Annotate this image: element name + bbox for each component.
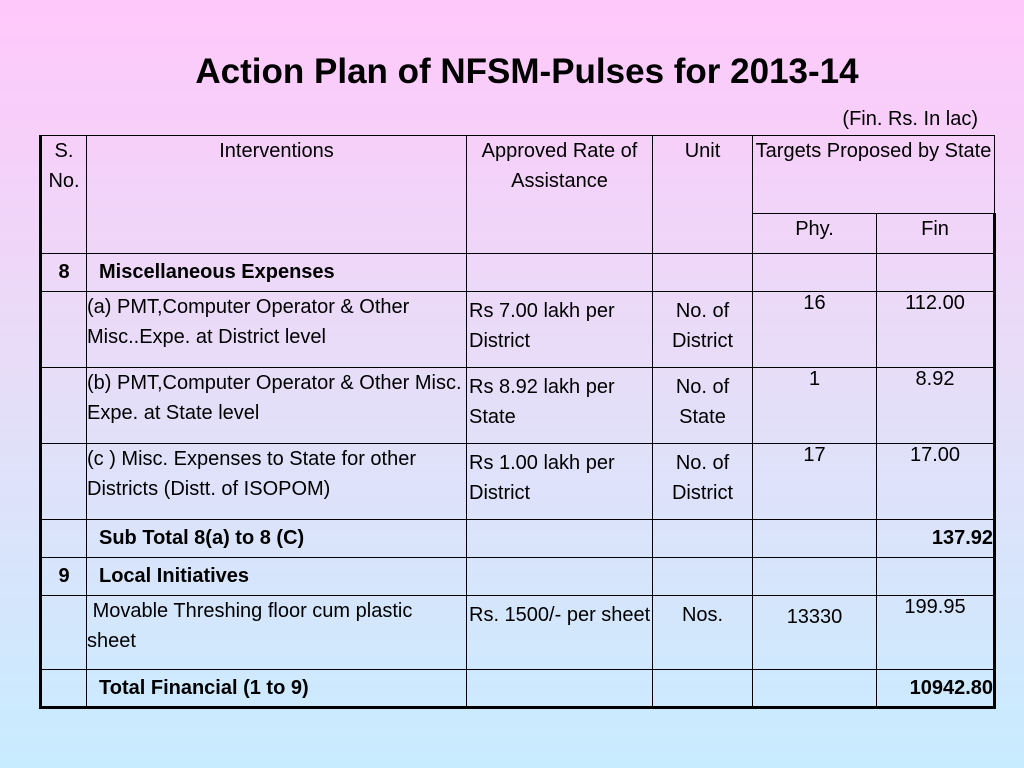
header-unit: Unit (652, 135, 753, 254)
empty-cell (466, 253, 653, 292)
empty-cell (39, 669, 87, 709)
empty-cell (752, 557, 877, 596)
unit-note: (Fin. Rs. In lac) (842, 108, 978, 130)
empty-cell (466, 557, 653, 596)
row-unit: Nos. (652, 595, 753, 670)
row-fin: 17.00 (875, 443, 997, 520)
subtotal-label: Sub Total 8(a) to 8 (C) (86, 519, 467, 558)
table-row: (a) PMT,Computer Operator & Other Misc..… (39, 291, 997, 368)
row-fin: 199.95 (875, 595, 997, 670)
empty-cell (466, 519, 653, 558)
empty-cell (875, 557, 997, 596)
empty-cell (39, 519, 87, 558)
empty-cell (652, 253, 753, 292)
empty-cell (652, 669, 753, 709)
table-row: 9 Local Initiatives (39, 557, 997, 596)
header-fin: Fin (875, 213, 997, 254)
row-rate: Rs 1.00 lakh per District (466, 443, 653, 520)
row-sno: 9 (39, 557, 87, 596)
subtotal-row: Sub Total 8(a) to 8 (C) 137.92 (39, 519, 997, 558)
empty-cell (652, 519, 753, 558)
row-label: (a) PMT,Computer Operator & Other Misc..… (86, 291, 467, 368)
row-unit: No. of State (652, 367, 753, 444)
row-phy: 17 (752, 443, 877, 520)
row-phy: 16 (752, 291, 877, 368)
row-unit: No. of District (652, 291, 753, 368)
table-row: (b) PMT,Computer Operator & Other Misc. … (39, 367, 997, 444)
row-label: (b) PMT,Computer Operator & Other Misc. … (86, 367, 467, 444)
row-sno: 8 (39, 253, 87, 292)
header-interventions: Interventions (86, 135, 467, 254)
table-row: (c ) Misc. Expenses to State for other D… (39, 443, 997, 520)
row-label: Local Initiatives (86, 557, 467, 596)
total-label: Total Financial (1 to 9) (86, 669, 467, 709)
row-rate: Rs. 1500/- per sheet (466, 595, 653, 670)
row-rate: Rs 8.92 lakh per State (466, 367, 653, 444)
total-row: Total Financial (1 to 9) 10942.80 (39, 669, 997, 709)
row-fin: 112.00 (875, 291, 997, 368)
row-unit: No. of District (652, 443, 753, 520)
row-phy: 1 (752, 367, 877, 444)
row-label: (c ) Misc. Expenses to State for other D… (86, 443, 467, 520)
empty-cell (752, 253, 877, 292)
row-rate: Rs 7.00 lakh per District (466, 291, 653, 368)
empty-cell (466, 669, 653, 709)
empty-cell (752, 669, 877, 709)
header-phy: Phy. (752, 213, 877, 254)
empty-cell (875, 253, 997, 292)
total-fin: 10942.80 (875, 669, 997, 709)
page-title: Action Plan of NFSM-Pulses for 2013-14 (195, 52, 859, 91)
empty-cell (39, 291, 87, 368)
action-plan-table: S. No. Interventions Approved Rate of As… (39, 135, 997, 709)
empty-cell (39, 367, 87, 444)
header-sno: S. No. (39, 135, 87, 254)
empty-cell (752, 519, 877, 558)
empty-cell (39, 443, 87, 520)
empty-cell (39, 595, 87, 670)
row-label: Movable Threshing floor cum plastic shee… (86, 595, 467, 670)
row-phy: 13330 (752, 595, 877, 670)
table-row: 8 Miscellaneous Expenses (39, 253, 997, 292)
header-targets: Targets Proposed by State (751, 135, 996, 214)
header-row: S. No. Interventions Approved Rate of As… (39, 135, 996, 254)
empty-cell (652, 557, 753, 596)
header-rate: Approved Rate of Assistance (466, 135, 653, 254)
subtotal-fin: 137.92 (875, 519, 997, 558)
table-row: Movable Threshing floor cum plastic shee… (39, 595, 997, 670)
row-fin: 8.92 (875, 367, 997, 444)
subheader-row: Phy. Fin (41, 213, 997, 254)
row-label: Miscellaneous Expenses (86, 253, 467, 292)
